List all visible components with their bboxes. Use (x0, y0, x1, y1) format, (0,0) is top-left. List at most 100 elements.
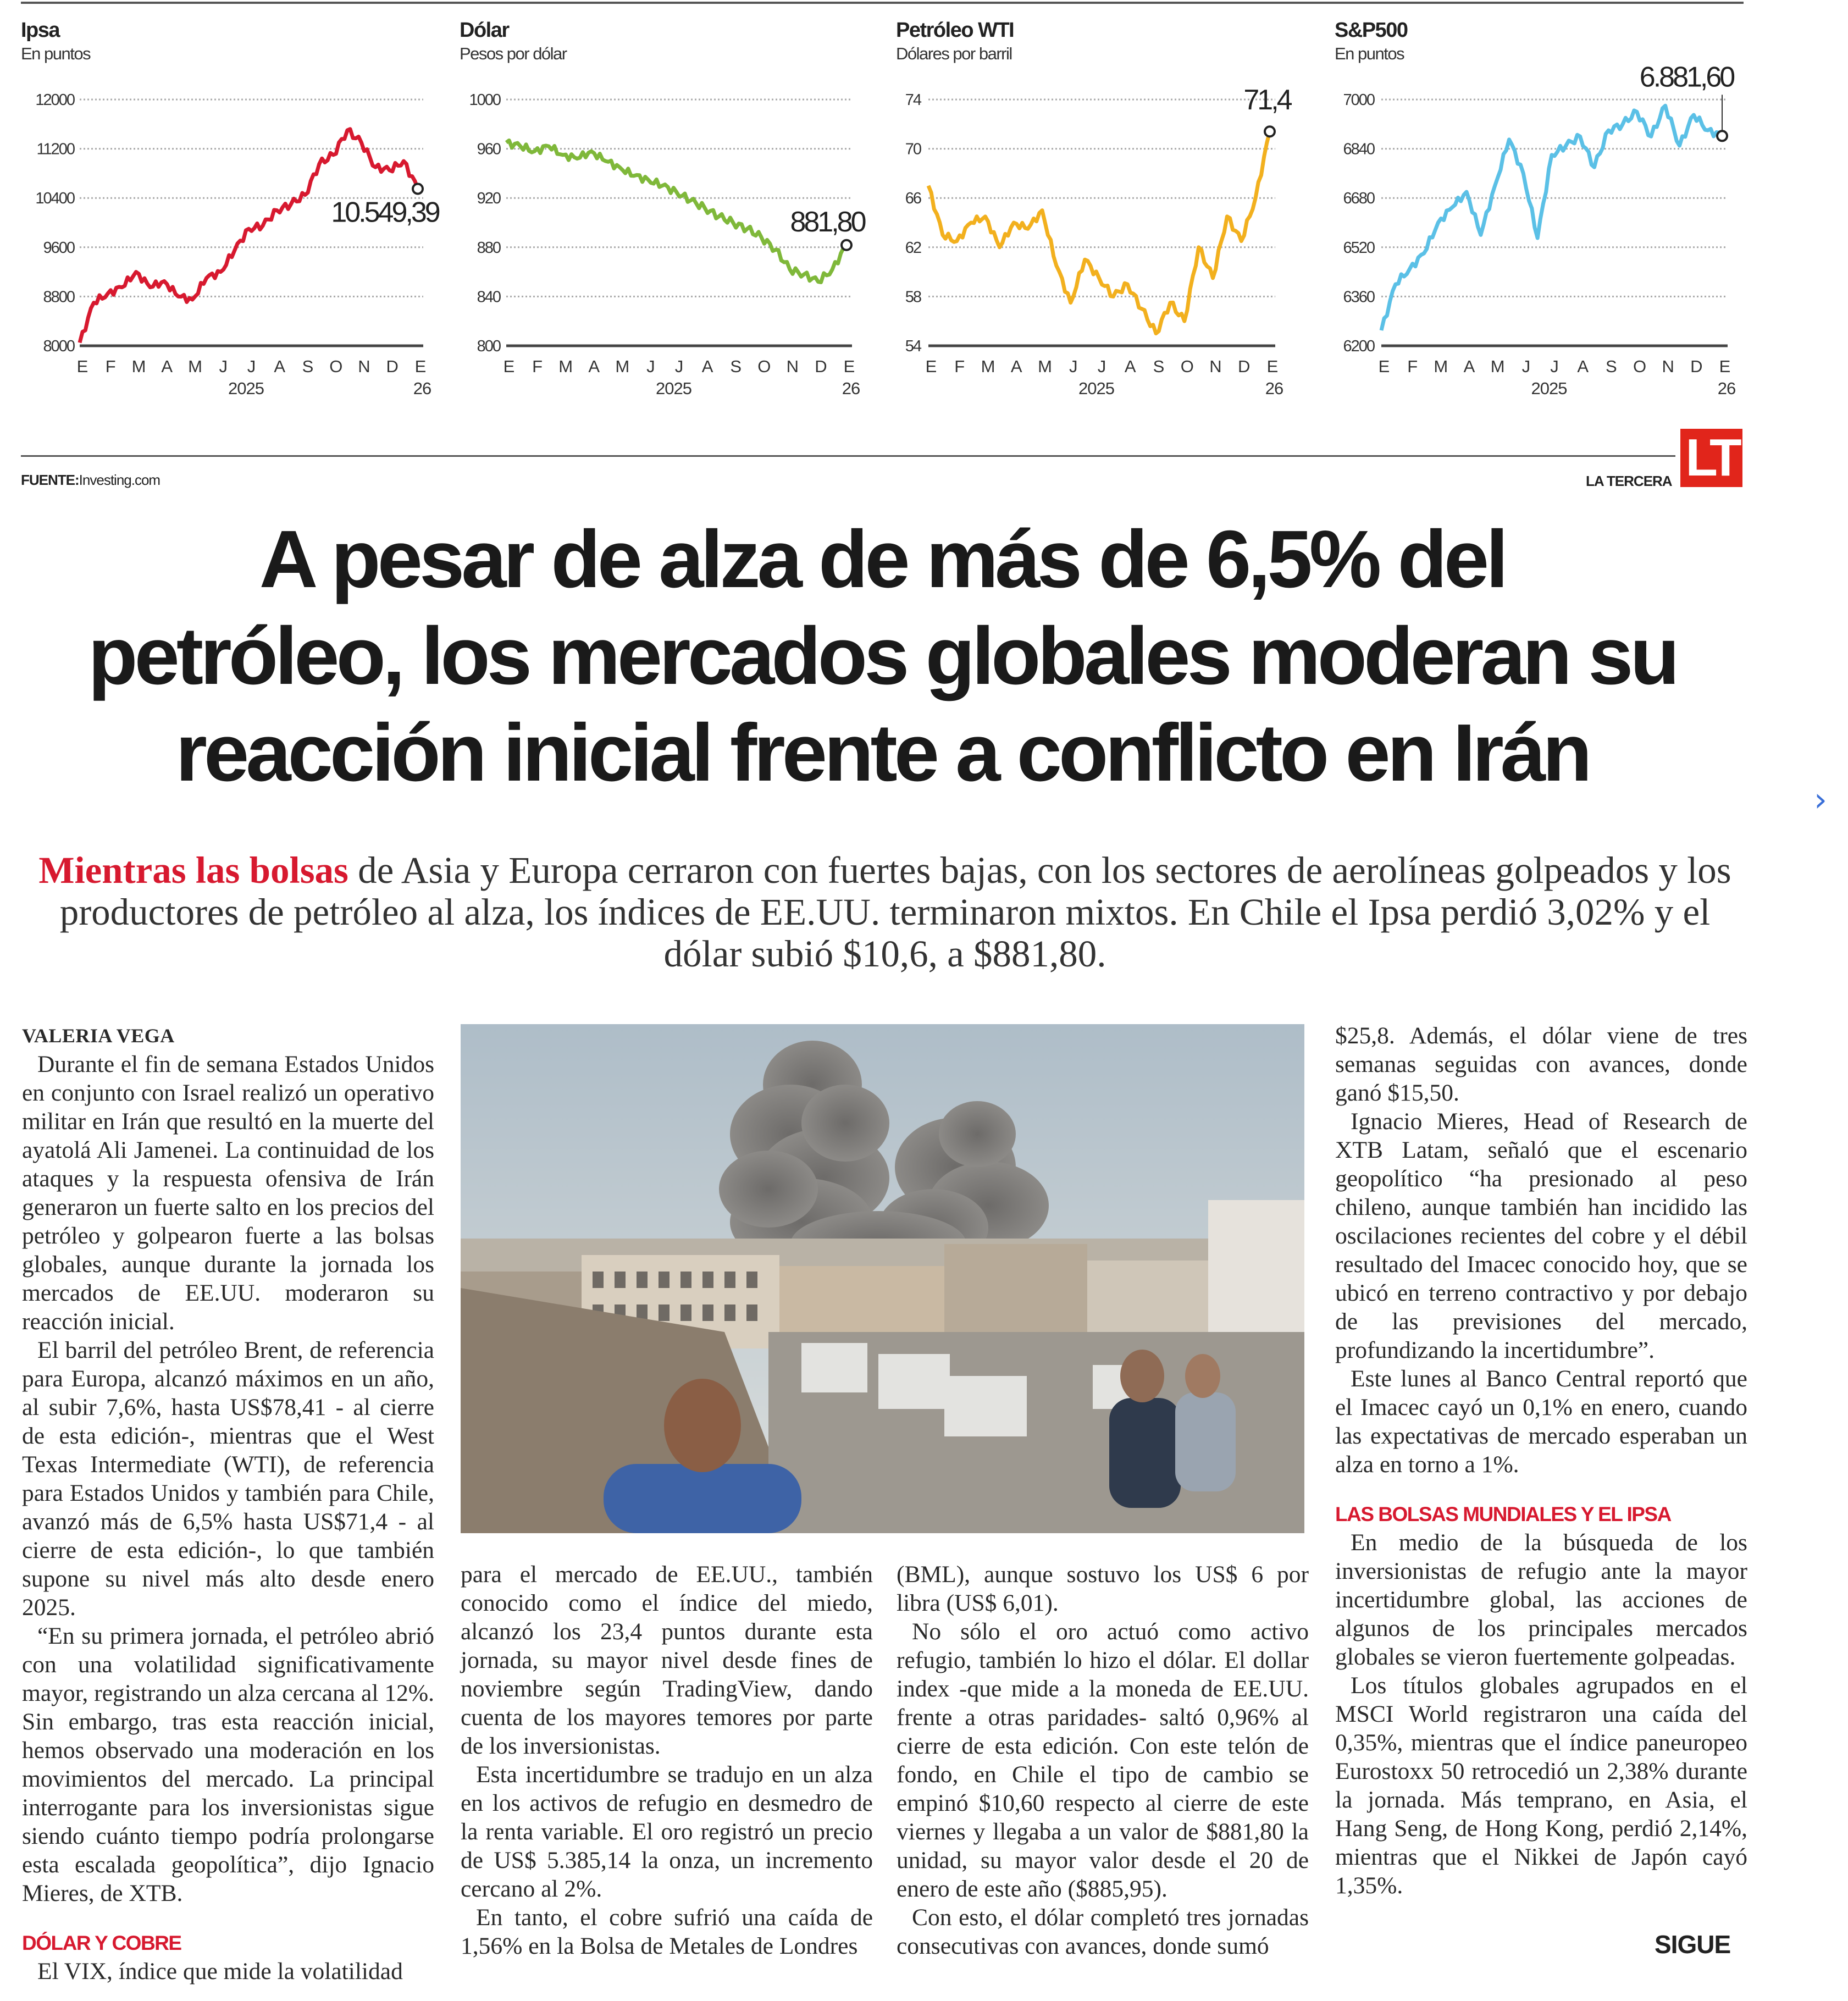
paragraph: “En su primera jornada, el petróleo abri… (22, 1623, 434, 1906)
paragraph: Durante el fin de semana Estados Unidos … (22, 1051, 434, 1335)
x-tick-label: M (981, 357, 995, 376)
x-tick-label: M (615, 357, 629, 376)
x-tick-label: A (702, 357, 713, 376)
x-tick-label: E (926, 357, 937, 376)
charts-bottom-rule (21, 455, 1675, 457)
last-value-label: 71,4 (1243, 84, 1292, 116)
chart-title-dolar: Dólar (460, 19, 510, 42)
paragraph: para el mercado de EE.UU., también conoc… (461, 1561, 873, 1759)
x-year-label: 26 (1718, 379, 1735, 398)
x-tick-label: S (302, 357, 314, 376)
source-label: FUENTE: (21, 472, 80, 488)
x-tick-label: S (1606, 357, 1617, 376)
x-tick-label: F (1407, 357, 1418, 376)
x-tick-label: N (358, 357, 370, 376)
x-tick-label: E (1719, 357, 1731, 376)
x-tick-label: J (247, 357, 256, 376)
x-tick-label: A (588, 357, 600, 376)
last-value-label: 10.549,39 (331, 196, 439, 228)
chart-title-sp500: S&P500 (1335, 19, 1408, 42)
headline-line: reacción inicial frente a conflicto en I… (175, 707, 1592, 798)
paragraph: Este lunes al Banco Central reportó que … (1335, 1366, 1747, 1478)
y-tick-label: 7000 (1343, 91, 1374, 109)
x-tick-label: M (558, 357, 573, 376)
y-tick-label: 6200 (1343, 338, 1374, 355)
x-year-label: 2025 (656, 379, 691, 398)
x-tick-label: A (1464, 357, 1475, 376)
last-value-label: 881,80 (790, 206, 865, 238)
x-tick-label: O (1633, 357, 1646, 376)
x-tick-label: J (219, 357, 228, 376)
y-tick-label: 6520 (1343, 239, 1374, 257)
y-tick-label: 70 (905, 141, 921, 158)
x-tick-label: F (106, 357, 116, 376)
x-tick-label: A (1577, 357, 1589, 376)
source-note: FUENTE:Investing.com (21, 472, 161, 489)
x-tick-label: M (1491, 357, 1505, 376)
headline: A pesar de alza de más de 6,5% del petró… (16, 511, 1748, 801)
x-tick-label: A (1011, 357, 1022, 376)
source-value: Investing.com (79, 472, 161, 488)
x-tick-label: S (1153, 357, 1165, 376)
subhead: LAS BOLSAS MUNDIALES Y EL IPSA (1335, 1503, 1672, 1525)
chart-title-wti: Petróleo WTI (896, 19, 1015, 42)
la-tercera-logo: LT (1680, 429, 1742, 487)
series-line (78, 127, 420, 344)
x-year-label: 2025 (1531, 379, 1567, 398)
x-tick-label: E (77, 357, 88, 376)
headline-line: petróleo, los mercados globales moderan … (88, 611, 1680, 701)
y-tick-label: 840 (477, 288, 501, 306)
series-line (1379, 103, 1724, 331)
article-column-1: VALERIA VEGA Durante el fin de semana Es… (22, 1021, 434, 1986)
chart-subtitle-sp500: En puntos (1335, 44, 1405, 63)
deck-text: de Asia y Europa cerraron con fuertes ba… (59, 849, 1731, 975)
paragraph: El VIX, índice que mide la volatilidad (37, 1958, 403, 1985)
x-tick-label: N (1209, 357, 1221, 376)
paragraph: Esta incertidumbre se tradujo en un alza… (461, 1761, 873, 1902)
x-tick-label: N (787, 357, 799, 376)
paragraph: Ignacio Mieres, Head of Research de XTB … (1335, 1108, 1747, 1363)
y-tick-label: 6680 (1343, 190, 1374, 207)
y-tick-label: 960 (477, 141, 501, 158)
y-tick-label: 74 (905, 91, 922, 109)
x-tick-label: J (1069, 357, 1078, 376)
article-column-4: $25,8. Además, el dólar viene de tres se… (1335, 1021, 1747, 1900)
x-tick-label: J (646, 357, 655, 376)
x-tick-label: D (1238, 357, 1250, 376)
byline: VALERIA VEGA (22, 1025, 175, 1047)
top-rule (21, 2, 1744, 4)
paragraph: Con esto, el dólar completó tres jornada… (897, 1904, 1309, 1959)
x-tick-label: M (132, 357, 146, 376)
last-value-label: 6.881,60 (1640, 61, 1734, 93)
x-year-label: 26 (1265, 379, 1283, 398)
y-tick-label: 6360 (1343, 288, 1374, 306)
chevron-right-icon[interactable]: › (1814, 781, 1827, 819)
last-value-marker (1716, 130, 1728, 142)
x-tick-label: D (1690, 357, 1702, 376)
y-tick-label: 920 (477, 190, 501, 207)
x-tick-label: O (1181, 357, 1194, 376)
photo-illustration (461, 1024, 1304, 1533)
x-tick-label: D (815, 357, 827, 376)
x-tick-label: D (386, 357, 399, 376)
x-year-label: 2025 (228, 379, 264, 398)
chart-subtitle-dolar: Pesos por dólar (460, 44, 567, 63)
chart-title-ipsa: Ipsa (21, 19, 60, 42)
x-year-label: 26 (413, 379, 431, 398)
y-tick-label: 6840 (1343, 141, 1374, 158)
x-tick-label: E (504, 357, 515, 376)
x-tick-label: A (274, 357, 285, 376)
y-tick-label: 66 (905, 190, 921, 207)
x-tick-label: E (1379, 357, 1390, 376)
y-tick-label: 8000 (43, 338, 74, 355)
chart-subtitle-wti: Dólares por barril (896, 44, 1012, 63)
paragraph: No sólo el oro actuó como activo refugio… (897, 1618, 1309, 1902)
people (604, 1350, 1236, 1533)
paragraph: Los títulos globales agrupados en el MSC… (1335, 1672, 1747, 1899)
x-year-label: 26 (842, 379, 860, 398)
headline-line: A pesar de alza de más de 6,5% del (259, 514, 1509, 605)
